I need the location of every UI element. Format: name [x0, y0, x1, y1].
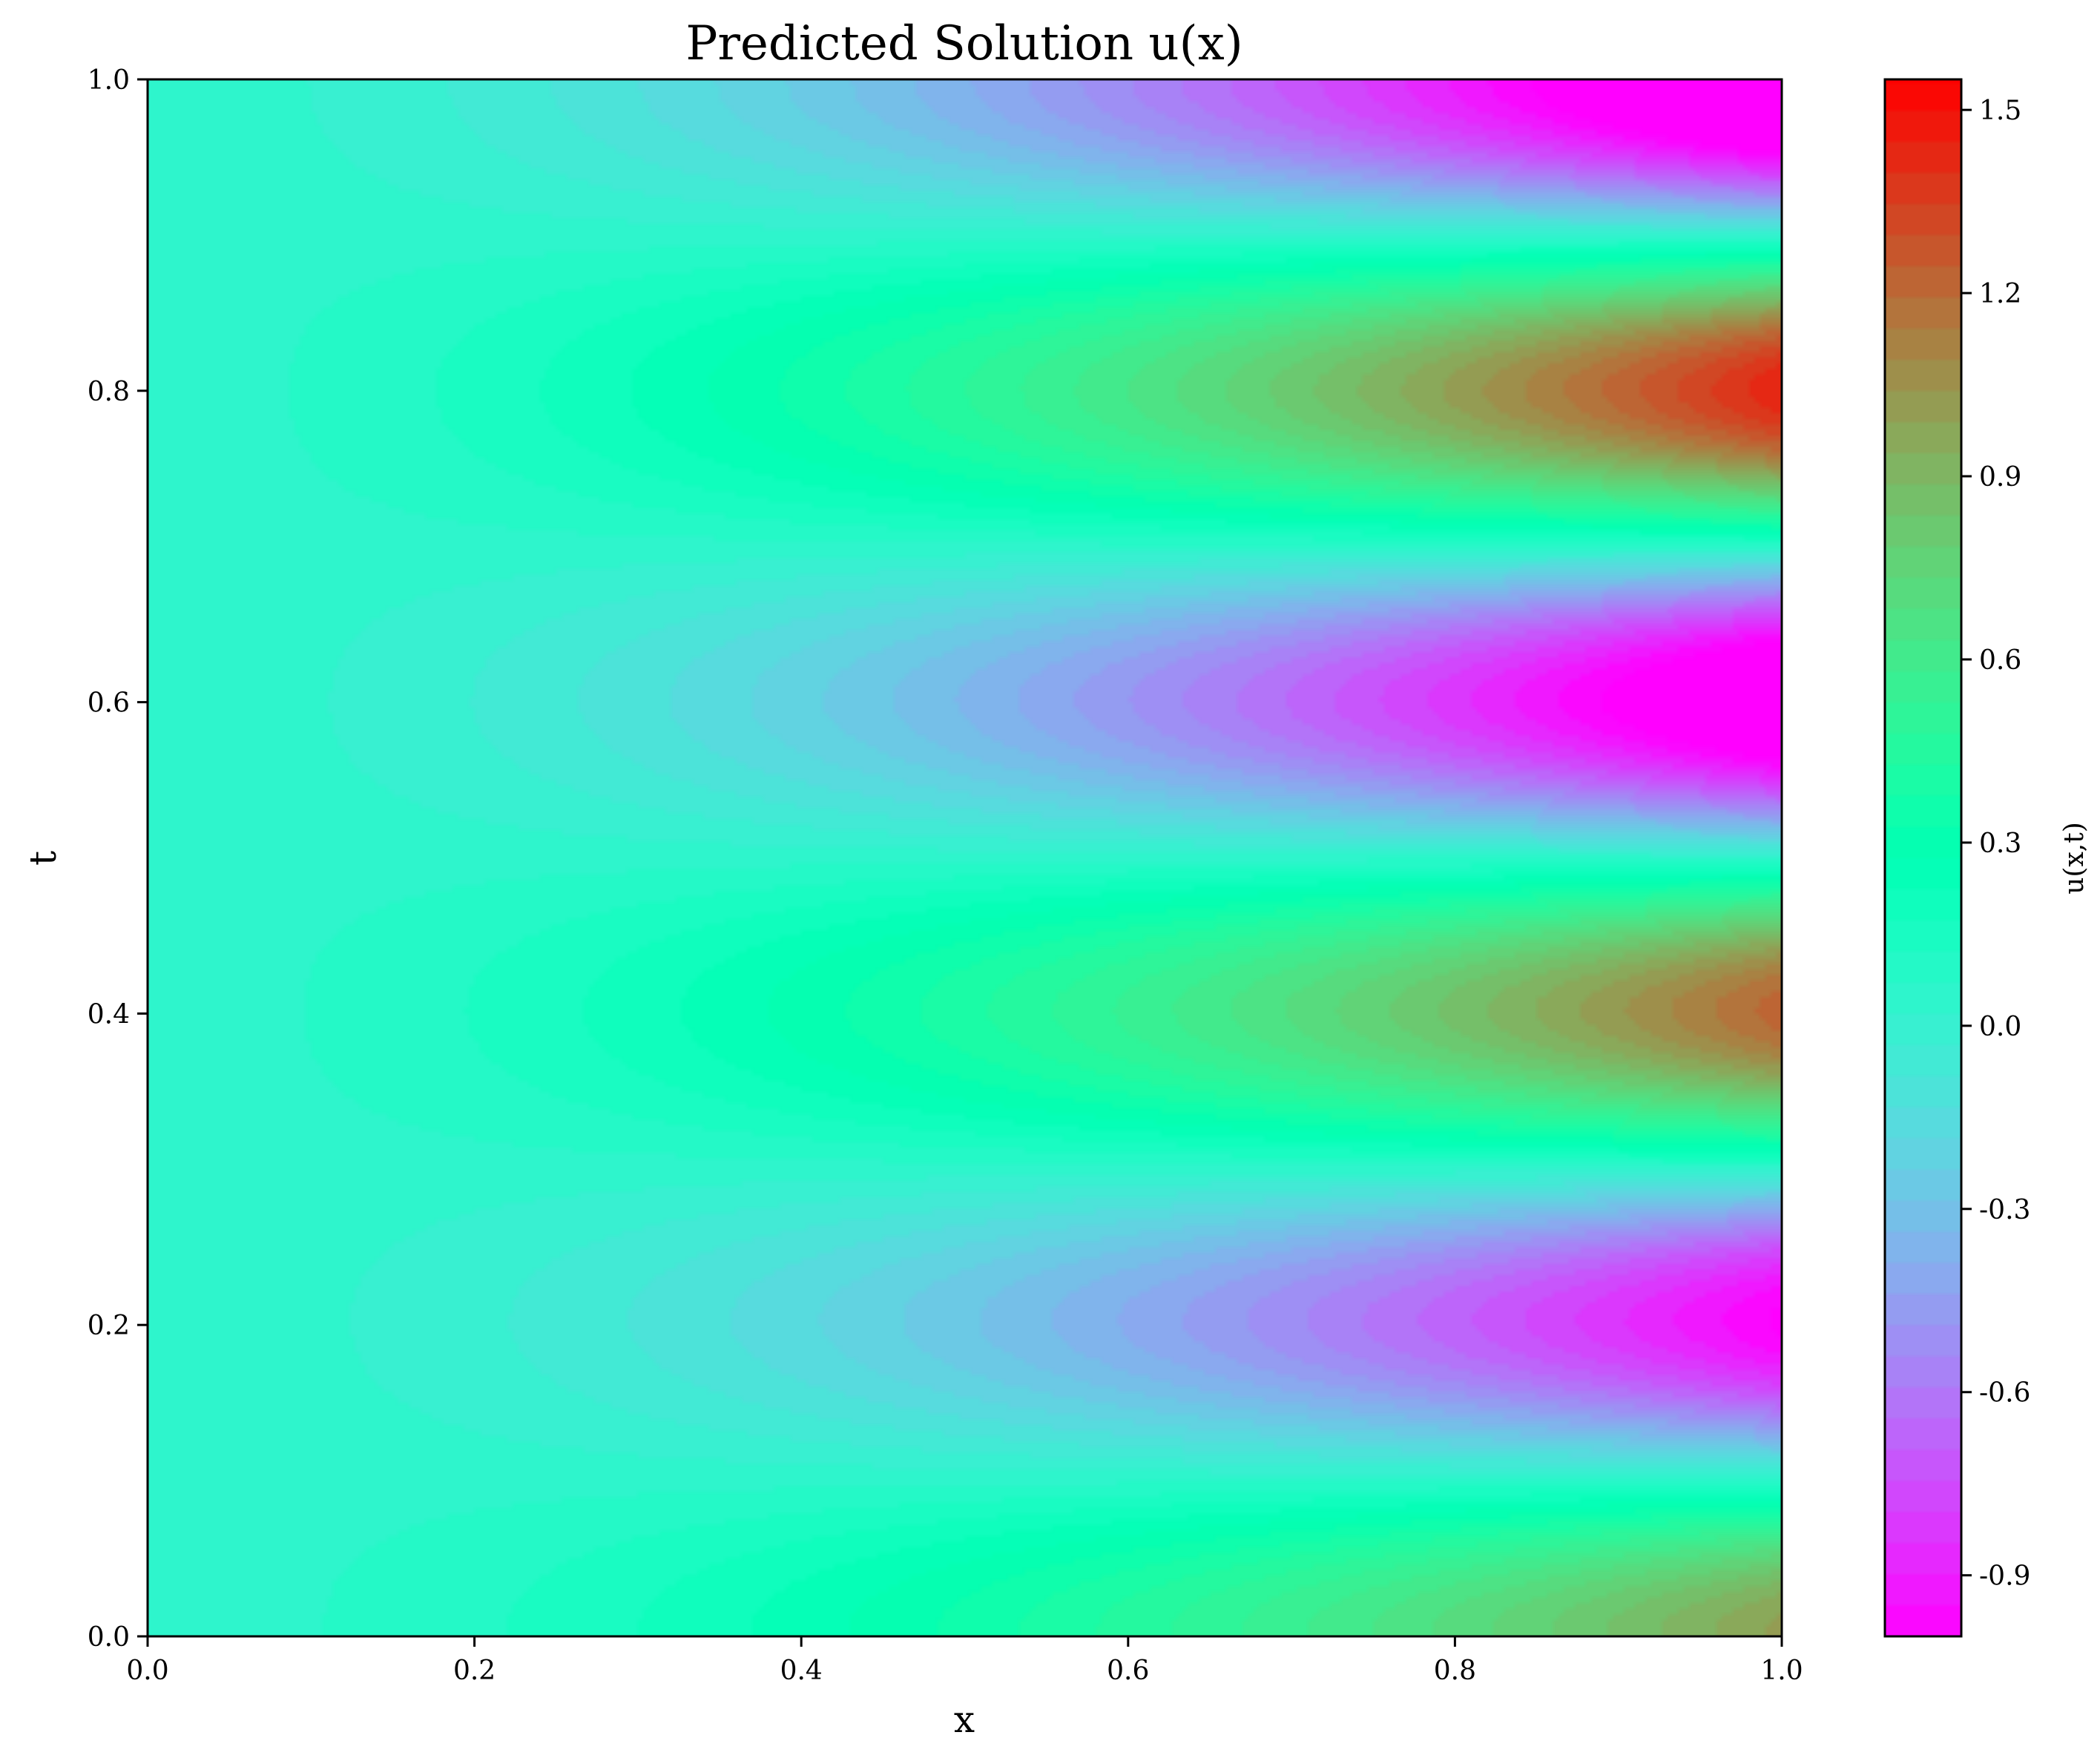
colorbar-tick-label: 1.2 [1979, 279, 2021, 309]
y-tick-label: 0.6 [88, 688, 130, 719]
y-axis-label: t [22, 851, 65, 866]
x-tick-label: 0.2 [453, 1656, 496, 1686]
colorbar-label: u(x,t) [2059, 822, 2090, 895]
y-tick-label: 0.2 [88, 1311, 130, 1341]
colorbar-tick-label: 0.9 [1979, 462, 2021, 493]
plot-frame [146, 78, 1783, 1638]
heatmap-area [148, 79, 1782, 1636]
y-tick-label: 0.8 [88, 377, 130, 407]
y-tick-label: 0.4 [88, 999, 130, 1030]
colorbar-tick-label: 0.3 [1979, 829, 2021, 859]
colorbar-tick-label: -0.3 [1979, 1195, 2030, 1225]
y-tick-label: 0.0 [88, 1622, 130, 1653]
x-axis-label: x [954, 1698, 975, 1741]
x-tick-label: 0.6 [1107, 1656, 1149, 1686]
colorbar-tick-label: -0.9 [1979, 1561, 2030, 1592]
colorbar-tick-label: 1.5 [1979, 96, 2021, 126]
x-tick-label: 0.0 [126, 1656, 168, 1686]
colorbar-tick-label: 0.0 [1979, 1012, 2021, 1042]
colorbar: -0.9 -0.6 -0.3 0.0 0.3 0.6 0.9 1.2 1.5 u(x,t) [1883, 78, 2090, 1638]
colorbar-tick-label: 0.6 [1979, 645, 2021, 676]
x-axis-ticks: 0.0 0.2 0.4 0.6 0.8 1.0 [126, 1636, 1803, 1686]
colorbar-ticks: -0.9 -0.6 -0.3 0.0 0.3 0.6 0.9 1.2 1.5 [1961, 96, 2030, 1592]
colorbar-frame [1883, 78, 1963, 1638]
x-tick-label: 0.8 [1434, 1656, 1476, 1686]
chart-title: Predicted Solution u(x) [685, 16, 1242, 71]
x-tick-label: 1.0 [1760, 1656, 1803, 1686]
x-tick-label: 0.4 [780, 1656, 823, 1686]
y-axis-ticks: 0.0 0.2 0.4 0.6 0.8 1.0 [88, 65, 148, 1653]
y-tick-label: 1.0 [88, 65, 130, 96]
colorbar-tick-label: -0.6 [1979, 1378, 2030, 1409]
colorbar-gradient [1885, 79, 1961, 1636]
heatmap-image [148, 79, 1782, 1636]
